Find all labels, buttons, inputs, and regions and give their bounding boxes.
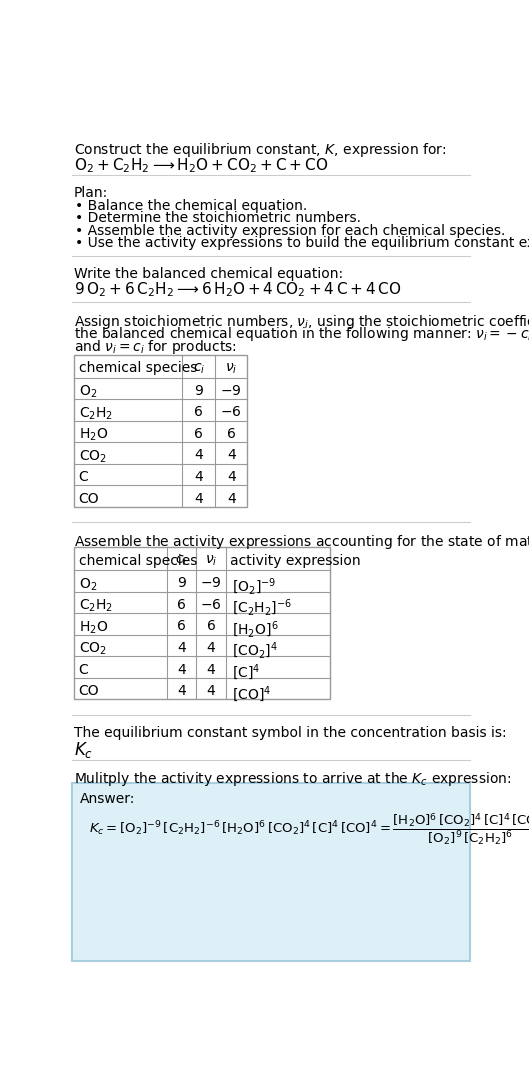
Text: $K_c$: $K_c$ — [74, 739, 93, 760]
Text: $c_i$: $c_i$ — [176, 554, 188, 569]
Text: $-6$: $-6$ — [200, 598, 222, 612]
Text: $-9$: $-9$ — [221, 384, 242, 398]
Text: and $\nu_i = c_i$ for products:: and $\nu_i = c_i$ for products: — [74, 338, 237, 355]
Text: 6: 6 — [194, 405, 203, 420]
Text: Write the balanced chemical equation:: Write the balanced chemical equation: — [74, 266, 343, 280]
Text: 6: 6 — [177, 598, 186, 612]
Text: $\mathrm{O_2}$: $\mathrm{O_2}$ — [78, 576, 97, 592]
Text: 6: 6 — [207, 620, 215, 634]
Text: 6: 6 — [177, 620, 186, 634]
Text: $\mathrm{H_2O}$: $\mathrm{H_2O}$ — [78, 427, 108, 443]
Text: $\nu_i$: $\nu_i$ — [205, 554, 217, 569]
Text: $[\mathrm{CO_2}]^{4}$: $[\mathrm{CO_2}]^{4}$ — [232, 641, 278, 661]
Text: $[\mathrm{H_2O}]^{6}$: $[\mathrm{H_2O}]^{6}$ — [232, 620, 278, 640]
Text: chemical species: chemical species — [78, 362, 197, 375]
Text: $\mathrm{O_2 + C_2H_2 \longrightarrow H_2O + CO_2 + C + CO}$: $\mathrm{O_2 + C_2H_2 \longrightarrow H_… — [74, 157, 328, 175]
Text: 4: 4 — [227, 449, 235, 462]
Text: Mulitply the activity expressions to arrive at the $K_c$ expression:: Mulitply the activity expressions to arr… — [74, 771, 511, 788]
Text: $-9$: $-9$ — [200, 576, 222, 590]
Bar — [74, 354, 248, 507]
Text: 4: 4 — [207, 662, 215, 676]
Text: Answer:: Answer: — [80, 791, 135, 805]
Text: 4: 4 — [207, 684, 215, 698]
FancyBboxPatch shape — [72, 783, 470, 961]
Bar — [74, 547, 331, 699]
Text: 4: 4 — [177, 662, 186, 676]
Text: • Balance the chemical equation.: • Balance the chemical equation. — [76, 199, 308, 213]
Text: 4: 4 — [177, 684, 186, 698]
Text: $\mathrm{C_2H_2}$: $\mathrm{C_2H_2}$ — [78, 598, 113, 614]
Text: $\mathrm{9\,O_2 + 6\,C_2H_2 \longrightarrow 6\,H_2O + 4\,CO_2 + 4\,C + 4\,CO}$: $\mathrm{9\,O_2 + 6\,C_2H_2 \longrightar… — [74, 280, 402, 299]
Text: C: C — [78, 662, 88, 676]
Text: 4: 4 — [227, 491, 235, 505]
Text: Assemble the activity expressions accounting for the state of matter and $\nu_i$: Assemble the activity expressions accoun… — [74, 533, 529, 551]
Text: 6: 6 — [227, 427, 235, 441]
Text: Construct the equilibrium constant, $K$, expression for:: Construct the equilibrium constant, $K$,… — [74, 141, 446, 159]
Text: 9: 9 — [194, 384, 203, 398]
Text: Plan:: Plan: — [74, 186, 108, 200]
Text: 9: 9 — [177, 576, 186, 590]
Text: activity expression: activity expression — [231, 554, 361, 567]
Text: $[\mathrm{C}]^{4}$: $[\mathrm{C}]^{4}$ — [232, 662, 260, 683]
Text: $K_c = [\mathrm{O_2}]^{-9}\,[\mathrm{C_2H_2}]^{-6}\,[\mathrm{H_2O}]^{6}\,[\mathr: $K_c = [\mathrm{O_2}]^{-9}\,[\mathrm{C_2… — [89, 812, 529, 848]
Text: The equilibrium constant symbol in the concentration basis is:: The equilibrium constant symbol in the c… — [74, 726, 506, 739]
Text: $\nu_i$: $\nu_i$ — [225, 362, 238, 376]
Text: • Determine the stoichiometric numbers.: • Determine the stoichiometric numbers. — [76, 211, 361, 225]
Text: $\mathrm{CO_2}$: $\mathrm{CO_2}$ — [78, 641, 106, 658]
Text: $\mathrm{H_2O}$: $\mathrm{H_2O}$ — [78, 620, 108, 636]
Text: $-6$: $-6$ — [221, 405, 242, 420]
Text: the balanced chemical equation in the following manner: $\nu_i = -c_i$ for react: the balanced chemical equation in the fo… — [74, 325, 529, 343]
Text: $c_i$: $c_i$ — [193, 362, 205, 376]
Text: • Assemble the activity expression for each chemical species.: • Assemble the activity expression for e… — [76, 224, 506, 238]
Text: C: C — [78, 470, 88, 484]
Text: $\mathrm{CO_2}$: $\mathrm{CO_2}$ — [78, 449, 106, 465]
Text: chemical species: chemical species — [78, 554, 197, 567]
Text: Assign stoichiometric numbers, $\nu_i$, using the stoichiometric coefficients, $: Assign stoichiometric numbers, $\nu_i$, … — [74, 313, 529, 330]
Text: CO: CO — [78, 491, 99, 505]
Text: 4: 4 — [177, 641, 186, 655]
Text: $\mathrm{O_2}$: $\mathrm{O_2}$ — [78, 384, 97, 400]
Text: 4: 4 — [194, 470, 203, 484]
Text: 4: 4 — [194, 449, 203, 462]
Text: $[\mathrm{C_2H_2}]^{-6}$: $[\mathrm{C_2H_2}]^{-6}$ — [232, 598, 292, 619]
Text: CO: CO — [78, 684, 99, 698]
Text: • Use the activity expressions to build the equilibrium constant expression.: • Use the activity expressions to build … — [76, 236, 529, 250]
Text: 4: 4 — [194, 491, 203, 505]
Text: $\mathrm{C_2H_2}$: $\mathrm{C_2H_2}$ — [78, 405, 113, 422]
Text: $[\mathrm{CO}]^{4}$: $[\mathrm{CO}]^{4}$ — [232, 684, 271, 704]
Text: 4: 4 — [207, 641, 215, 655]
Text: 4: 4 — [227, 470, 235, 484]
Text: 6: 6 — [194, 427, 203, 441]
Text: $[\mathrm{O_2}]^{-9}$: $[\mathrm{O_2}]^{-9}$ — [232, 576, 276, 597]
